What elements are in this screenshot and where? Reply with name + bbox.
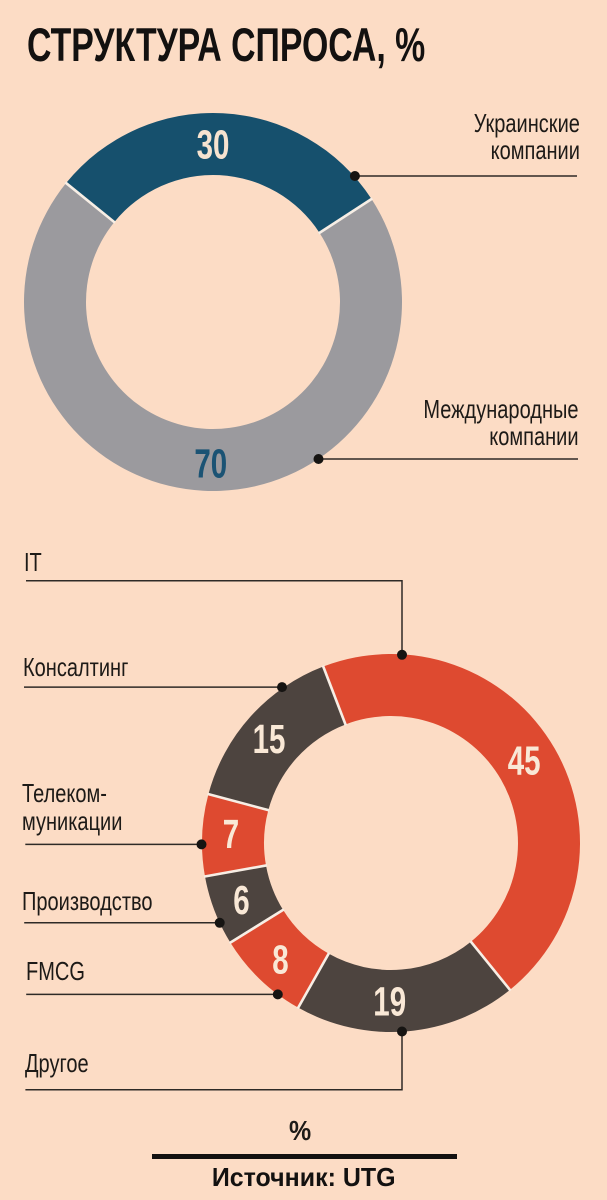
svg-text:45: 45 [508,738,541,784]
svg-text:70: 70 [194,441,227,487]
svg-text:19: 19 [373,979,406,1025]
svg-text:30: 30 [197,122,230,168]
svg-text:8: 8 [272,937,288,983]
svg-text:6: 6 [233,877,249,923]
svg-text:7: 7 [223,811,239,857]
svg-text:15: 15 [253,716,286,762]
